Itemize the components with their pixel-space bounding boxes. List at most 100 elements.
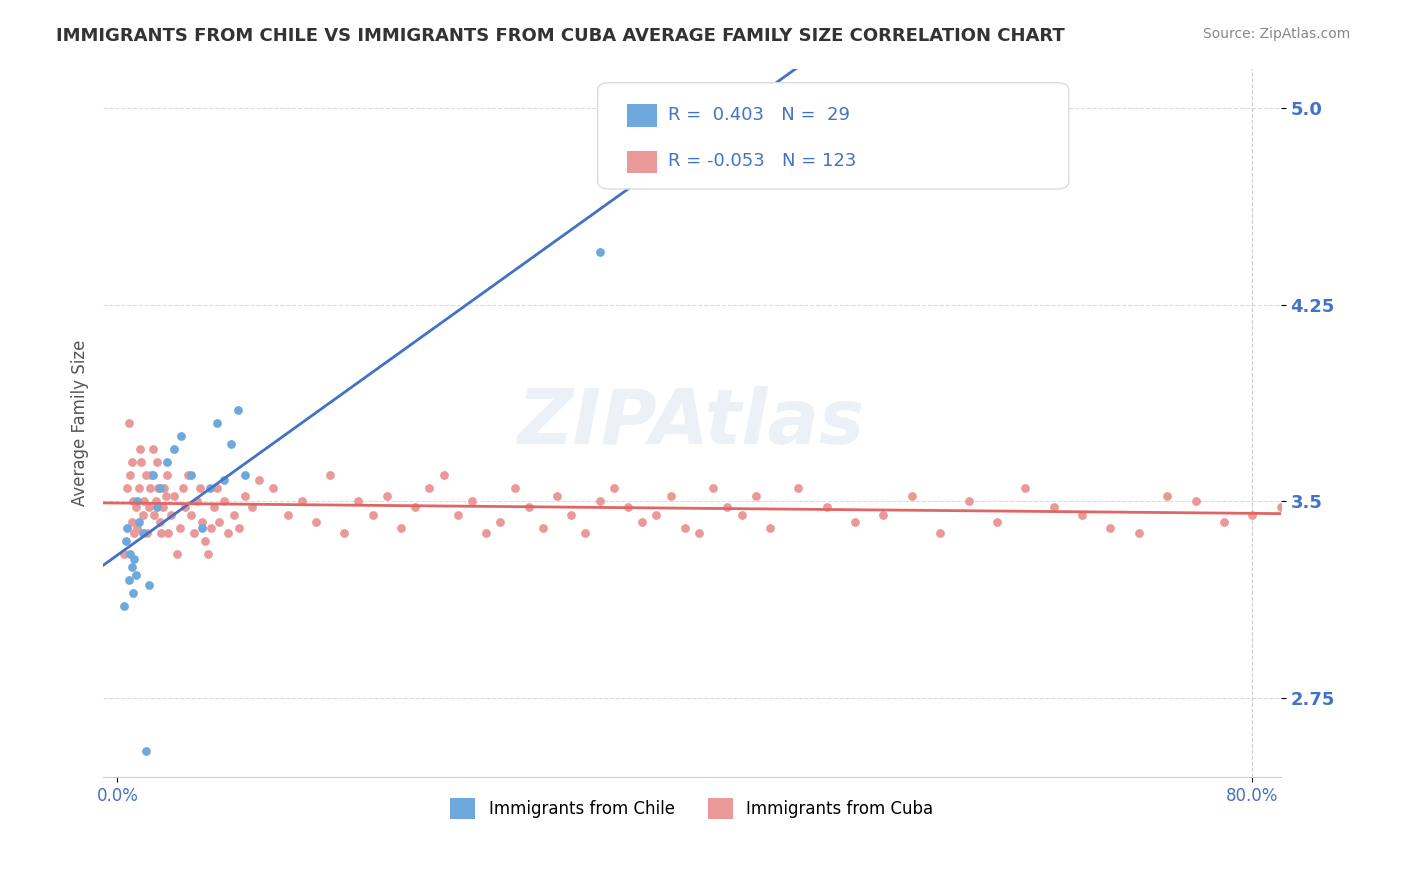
Point [212, 494, 235, 508]
Point [702, 481, 724, 495]
Legend: Immigrants from Chile, Immigrants from Cuba: Immigrants from Chile, Immigrants from C… [444, 791, 941, 825]
Point [1212, 516, 1234, 530]
Point [148, 481, 170, 495]
Point [645, 508, 668, 522]
Point [191, 516, 214, 530]
Point [143, 508, 166, 522]
Point [134, 494, 156, 508]
Point [127, 494, 149, 508]
Point [872, 508, 894, 522]
Point [132, 525, 155, 540]
Point [149, 516, 172, 530]
Point [219, 436, 242, 450]
Point [361, 508, 384, 522]
Point [112, 547, 135, 561]
Point [447, 508, 470, 522]
Point [418, 481, 440, 495]
Point [160, 508, 183, 522]
Text: ZIPAtlas: ZIPAtlas [519, 385, 866, 459]
Point [121, 560, 143, 574]
Point [901, 489, 924, 503]
Point [117, 521, 139, 535]
Point [194, 533, 217, 548]
Point [170, 429, 193, 443]
Point [730, 508, 752, 522]
Point [1042, 500, 1064, 514]
Point [180, 508, 202, 522]
Point [433, 468, 456, 483]
Point [132, 508, 155, 522]
Point [1384, 489, 1406, 503]
Text: IMMIGRANTS FROM CHILE VS IMMIGRANTS FROM CUBA AVERAGE FAMILY SIZE CORRELATION CH: IMMIGRANTS FROM CHILE VS IMMIGRANTS FROM… [56, 27, 1064, 45]
Point [145, 494, 167, 508]
Point [631, 516, 654, 530]
Point [205, 481, 228, 495]
Point [291, 494, 314, 508]
Point [136, 525, 159, 540]
Point [186, 494, 208, 508]
Point [125, 567, 148, 582]
Point [139, 481, 162, 495]
Point [120, 547, 142, 561]
Point [212, 474, 235, 488]
Point [122, 494, 145, 508]
Point [1354, 525, 1376, 540]
Point [197, 547, 219, 561]
Point [163, 489, 186, 503]
Point [128, 516, 150, 530]
Point [233, 489, 256, 503]
Point [560, 508, 582, 522]
Point [174, 500, 197, 514]
Point [957, 494, 980, 508]
Point [142, 442, 165, 456]
Point [112, 599, 135, 614]
Point [191, 521, 214, 535]
Point [745, 489, 768, 503]
Point [138, 500, 160, 514]
Point [233, 468, 256, 483]
Point [188, 481, 211, 495]
Point [217, 525, 239, 540]
Point [517, 500, 540, 514]
Point [146, 455, 169, 469]
Point [131, 455, 153, 469]
Text: R =  0.403   N =  29: R = 0.403 N = 29 [668, 105, 851, 124]
Point [125, 500, 148, 514]
Point [157, 525, 180, 540]
FancyBboxPatch shape [627, 151, 657, 173]
Point [222, 508, 245, 522]
Point [163, 442, 186, 456]
Point [1099, 521, 1122, 535]
Point [375, 489, 398, 503]
Point [319, 468, 342, 483]
Point [200, 521, 222, 535]
Point [1298, 521, 1320, 535]
Point [156, 455, 179, 469]
Point [262, 481, 284, 495]
Point [228, 521, 250, 535]
Text: R = -0.053   N = 123: R = -0.053 N = 123 [668, 152, 856, 169]
Point [128, 481, 150, 495]
Point [156, 468, 179, 483]
Point [531, 521, 554, 535]
Point [141, 468, 163, 483]
Point [787, 481, 810, 495]
Point [153, 481, 176, 495]
Point [177, 468, 200, 483]
Point [152, 500, 174, 514]
Point [127, 521, 149, 535]
Y-axis label: Average Family Size: Average Family Size [72, 340, 89, 506]
Point [589, 494, 612, 508]
Point [146, 500, 169, 514]
Point [844, 516, 866, 530]
Point [475, 525, 498, 540]
Point [121, 516, 143, 530]
Point [503, 481, 526, 495]
Point [150, 525, 173, 540]
Point [759, 521, 782, 535]
Point [333, 525, 356, 540]
Point [461, 494, 484, 508]
Point [129, 442, 152, 456]
Point [1071, 508, 1094, 522]
Point [155, 489, 177, 503]
